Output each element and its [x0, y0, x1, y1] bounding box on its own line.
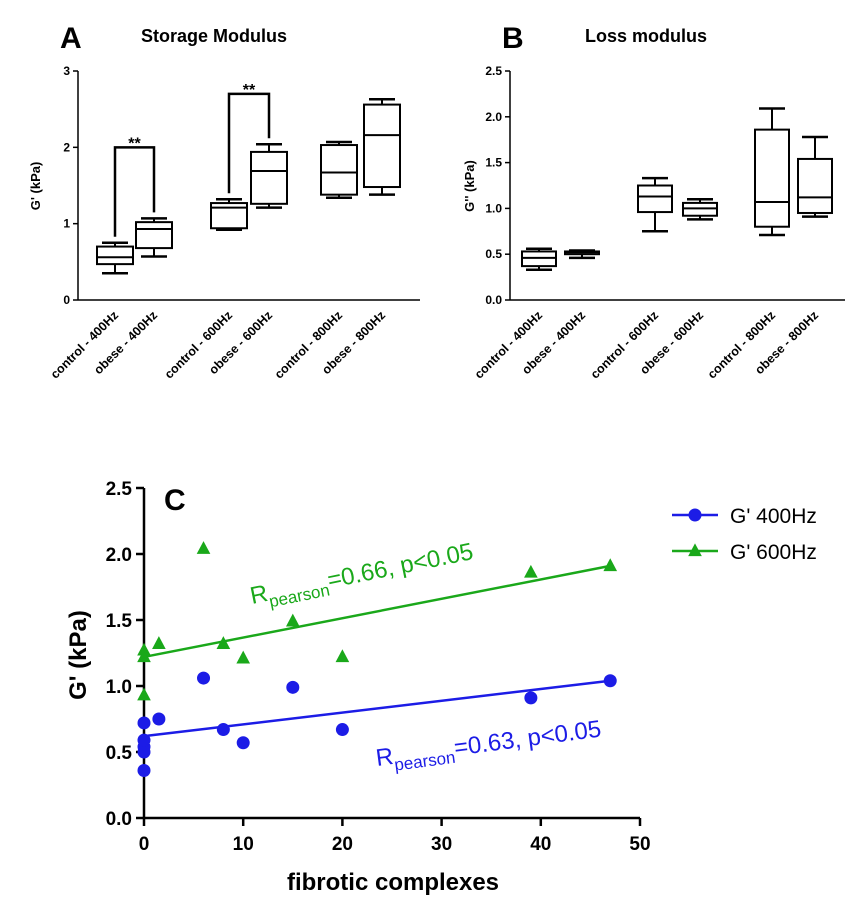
category-label: control - 400Hz — [48, 308, 121, 381]
panel-b-title: Loss modulus — [585, 26, 707, 46]
panel-c-scatter: C fibrotic complexes G' (kPa) 0.0 0.5 1.0 1… — [65, 479, 817, 896]
data-point-600hz — [524, 564, 538, 578]
box — [250, 150, 288, 205]
data-point-600hz — [137, 642, 151, 656]
data-point-400hz — [236, 736, 250, 750]
correlation-value: =0.66, p<0.05 — [325, 538, 476, 594]
data-point-600hz — [196, 541, 211, 554]
data-point-400hz — [286, 680, 300, 694]
box — [754, 128, 790, 228]
y-tick-label: 0.5 — [485, 247, 502, 261]
data-point-400hz — [137, 716, 151, 730]
x-tick-label: 30 — [431, 834, 452, 855]
data-point-400hz — [216, 723, 230, 737]
box — [135, 221, 173, 250]
legend: G' 400Hz G' 600Hz — [672, 505, 817, 564]
y-tick-label: 0.0 — [106, 809, 132, 830]
correlation-subscript: pearson — [267, 580, 331, 611]
y-tick-label: 2.5 — [106, 479, 133, 500]
y-tick-label: 1.0 — [106, 677, 132, 698]
x-tick-label: 10 — [233, 834, 254, 855]
legend-entry-label: G' 400Hz — [730, 505, 817, 528]
panel-b-loss-modulus: B Loss modulus G'' (kPa) 0.0 0.5 1.0 1.5 2.0… — [462, 22, 845, 381]
data-point-600hz — [137, 687, 151, 701]
box — [637, 184, 673, 214]
data-point-600hz — [152, 636, 166, 649]
significance-bracket — [227, 92, 271, 194]
box — [797, 157, 833, 214]
data-point-400hz — [524, 691, 538, 705]
data-point-400hz — [137, 763, 151, 777]
y-tick-label: 1.5 — [485, 156, 502, 170]
y-tick-label: 2.0 — [485, 110, 502, 124]
data-point-600hz — [603, 558, 618, 572]
y-tick-label: 0.5 — [106, 743, 133, 764]
y-tick-label: 2.5 — [485, 64, 502, 78]
panel-a-storage-modulus: A Storage Modulus G' (kPa) 0 1 2 3 control -… — [28, 22, 420, 381]
y-tick-label: 2.0 — [106, 545, 132, 566]
significance-stars: ** — [243, 82, 256, 99]
correlation-r-symbol: R — [248, 580, 270, 610]
legend-entry-label: G' 600Hz — [730, 541, 817, 564]
y-tick-label: 1.5 — [106, 611, 133, 632]
panel-c-letter: C — [164, 484, 186, 517]
x-tick-label: 20 — [332, 834, 353, 855]
x-tick-label: 50 — [629, 834, 650, 855]
significance-bracket — [113, 146, 156, 237]
box — [363, 103, 401, 189]
box — [210, 202, 248, 230]
data-point-600hz — [137, 649, 151, 663]
x-tick-label: 0 — [139, 834, 150, 855]
category-label: control - 600Hz — [162, 308, 235, 381]
data-point-600hz — [216, 636, 231, 649]
correlation-value: =0.63, p<0.05 — [452, 716, 602, 762]
correlation-label-400hz: Rpearson=0.63, p<0.05 — [374, 716, 603, 777]
correlation-label-600hz: Rpearson=0.66, p<0.05 — [248, 538, 477, 615]
panel-c-x-axis-label: fibrotic complexes — [287, 869, 499, 896]
data-point-400hz — [197, 671, 211, 685]
data-point-600hz — [285, 613, 300, 627]
box — [96, 245, 134, 266]
data-point-400hz — [603, 674, 617, 688]
panel-b-letter: B — [502, 22, 524, 55]
panel-c-y-axis-label: G' (kPa) — [65, 610, 92, 700]
data-point-600hz — [236, 650, 251, 664]
correlation-subscript: pearson — [393, 748, 456, 775]
significance-stars: ** — [128, 135, 141, 152]
y-tick-label: 0 — [63, 293, 70, 307]
data-point-400hz — [152, 712, 166, 726]
data-point-400hz — [137, 733, 151, 747]
x-tick-label: 40 — [530, 834, 551, 855]
panel-b-y-axis-label: G'' (kPa) — [462, 160, 477, 212]
y-tick-label: 0.0 — [485, 293, 502, 307]
legend-marker — [688, 508, 702, 522]
y-tick-label: 3 — [63, 64, 70, 78]
data-point-400hz — [335, 723, 349, 737]
legend-marker — [688, 543, 702, 557]
panel-a-letter: A — [60, 22, 82, 55]
y-tick-label: 1.0 — [485, 201, 502, 215]
data-point-600hz — [335, 649, 350, 663]
correlation-r-symbol: R — [374, 743, 395, 772]
y-tick-label: 2 — [63, 140, 70, 154]
y-tick-label: 1 — [63, 217, 70, 231]
panel-a-title: Storage Modulus — [141, 26, 287, 46]
box — [320, 144, 358, 196]
panel-a-y-axis-label: G' (kPa) — [28, 162, 43, 211]
